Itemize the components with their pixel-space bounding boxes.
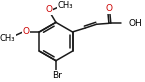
- Text: OH: OH: [128, 19, 142, 28]
- Text: CH₃: CH₃: [0, 34, 16, 43]
- Text: Br: Br: [52, 71, 62, 80]
- Text: O: O: [46, 5, 53, 14]
- Text: O: O: [105, 4, 112, 13]
- Text: CH₃: CH₃: [58, 1, 73, 10]
- Text: O: O: [22, 27, 29, 36]
